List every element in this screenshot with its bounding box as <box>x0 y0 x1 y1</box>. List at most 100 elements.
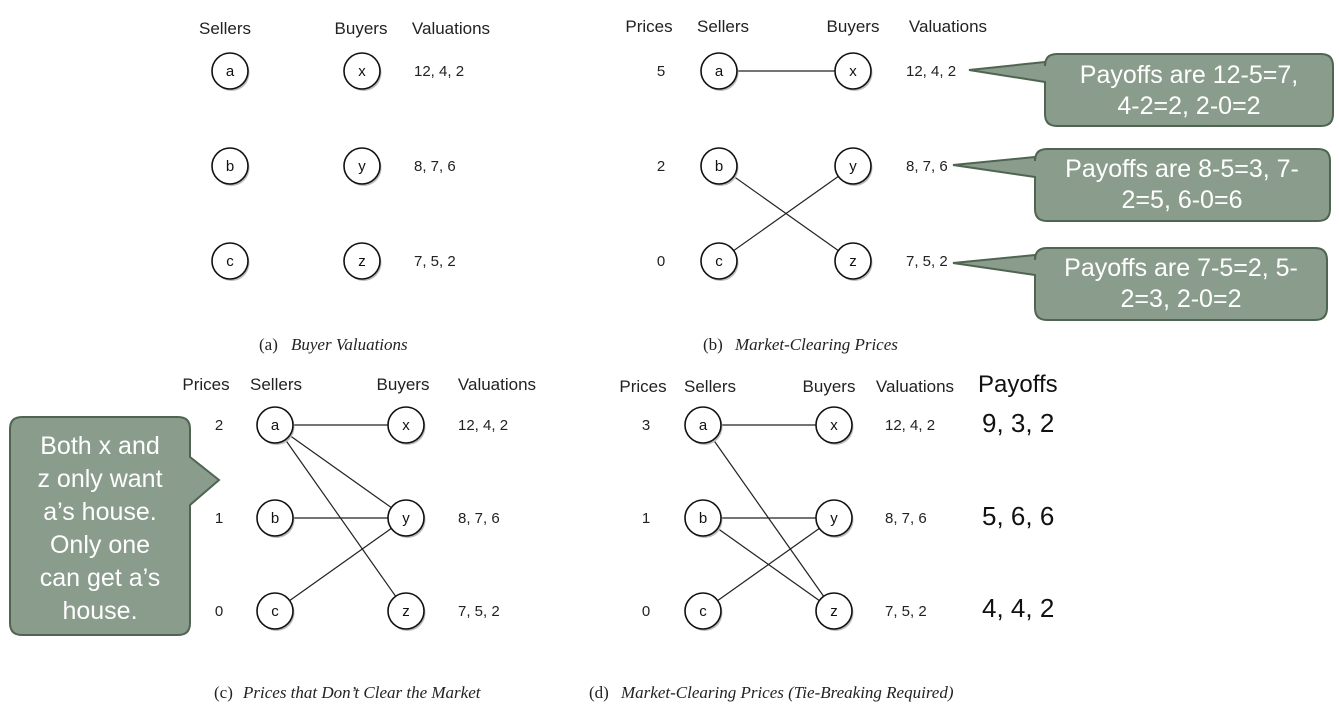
seller-label: c <box>715 253 723 270</box>
buyer-label: x <box>402 417 410 434</box>
callout-line: house. <box>62 597 137 625</box>
price-b: 1 <box>215 510 223 527</box>
valuation-x: 12, 4, 2 <box>414 63 464 80</box>
buyer-label: y <box>830 510 838 527</box>
buyers-header: Buyers <box>827 17 880 36</box>
callout-left: Both x and z only want a’s house. Only one c… <box>9 416 221 636</box>
buyer-node-y: y <box>387 499 426 538</box>
callout-z: Payoffs are 7-5=2, 5- 2=3, 2-0=2 <box>952 247 1328 321</box>
seller-node-b: b <box>211 147 250 186</box>
payoff-row-z: 4, 4, 2 <box>982 593 1054 623</box>
buyer-node-z: z <box>387 592 426 631</box>
buyer-label: z <box>402 603 410 620</box>
edge-a-y <box>274 424 407 519</box>
valuation-x: 12, 4, 2 <box>458 417 508 434</box>
buyer-label: y <box>402 510 410 527</box>
seller-node-a: a <box>211 52 250 91</box>
buyer-node-y: y <box>815 499 854 538</box>
valuation-z: 7, 5, 2 <box>885 603 927 620</box>
buyer-node-x: x <box>815 406 854 445</box>
panel-b: Prices Sellers Buyers Valuations 5 a x 12, 4, 2… <box>625 17 987 354</box>
seller-node-a: a <box>700 52 739 91</box>
valuation-x: 12, 4, 2 <box>885 417 935 434</box>
valuation-z: 7, 5, 2 <box>458 603 500 620</box>
buyer-node-z: z <box>343 242 382 281</box>
callout-line: 2=3, 2-0=2 <box>1121 285 1242 313</box>
buyer-label: z <box>849 253 857 270</box>
valuation-y: 8, 7, 6 <box>458 510 500 527</box>
valuation-y: 8, 7, 6 <box>414 158 456 175</box>
price-c: 0 <box>215 603 223 620</box>
caption-title: Market-Clearing Prices (Tie-Breaking Req… <box>620 683 954 702</box>
prices-header: Prices <box>182 375 229 394</box>
seller-node-b: b <box>256 499 295 538</box>
payoff-row-y: 5, 6, 6 <box>982 501 1054 531</box>
seller-node-b: b <box>684 499 723 538</box>
seller-node-c: c <box>211 242 250 281</box>
seller-node-c: c <box>684 592 723 631</box>
caption-title: Market-Clearing Prices <box>734 335 898 354</box>
seller-label: c <box>271 603 279 620</box>
price-a: 5 <box>657 63 665 80</box>
callout-line: z only want <box>37 465 162 493</box>
price-b: 2 <box>657 158 665 175</box>
price-b: 1 <box>642 510 650 527</box>
callout-line: Payoffs are 8-5=3, 7- <box>1065 155 1299 183</box>
seller-node-b: b <box>700 147 739 186</box>
sellers-header: Sellers <box>697 17 749 36</box>
buyer-node-x: x <box>343 52 382 91</box>
callout-line: 4-2=2, 2-0=2 <box>1117 92 1260 120</box>
valuation-y: 8, 7, 6 <box>906 158 948 175</box>
prices-header: Prices <box>619 377 666 396</box>
payoff-row-x: 9, 3, 2 <box>982 408 1054 438</box>
seller-label: b <box>226 158 234 175</box>
price-c: 0 <box>642 603 650 620</box>
price-c: 0 <box>657 253 665 270</box>
payoffs-column: Payoffs 9, 3, 2 5, 6, 6 4, 4, 2 <box>978 371 1058 623</box>
panel-a: Sellers Buyers Valuations a x 12, 4, 2 b y 8, 7,… <box>199 19 490 354</box>
callout-line: Only one <box>50 531 150 559</box>
caption-title: Buyer Valuations <box>291 335 408 354</box>
caption-label: (c) <box>214 683 233 702</box>
buyer-node-z: z <box>834 242 873 281</box>
seller-node-a: a <box>256 406 295 445</box>
sellers-header: Sellers <box>250 375 302 394</box>
buyer-label: z <box>830 603 838 620</box>
buyers-header: Buyers <box>335 19 388 38</box>
price-a: 3 <box>642 417 650 434</box>
edge-c-y <box>718 165 854 262</box>
buyer-label: x <box>830 417 838 434</box>
callout-x: Payoffs are 12-5=7, 4-2=2, 2-0=2 <box>968 53 1334 127</box>
seller-node-c: c <box>700 242 739 281</box>
seller-node-c: c <box>256 592 295 631</box>
callout-line: 2=5, 6-0=6 <box>1122 186 1243 214</box>
buyer-node-y: y <box>343 147 382 186</box>
valuations-header: Valuations <box>876 377 954 396</box>
callout-line: a’s house. <box>43 498 157 526</box>
buyer-label: x <box>849 63 857 80</box>
seller-label: c <box>699 603 707 620</box>
callout-line: Payoffs are 12-5=7, <box>1080 61 1298 89</box>
seller-label: a <box>271 417 280 434</box>
callout-line: can get a’s <box>40 564 160 592</box>
sellers-header: Sellers <box>684 377 736 396</box>
edge-c-y <box>274 517 407 612</box>
buyer-node-x: x <box>387 406 426 445</box>
buyers-header: Buyers <box>377 375 430 394</box>
callout-y: Payoffs are 8-5=3, 7- 2=5, 6-0=6 <box>952 148 1331 222</box>
seller-label: c <box>226 253 234 270</box>
caption-label: (a) <box>259 335 278 354</box>
prices-header: Prices <box>625 17 672 36</box>
valuation-z: 7, 5, 2 <box>414 253 456 270</box>
valuation-z: 7, 5, 2 <box>906 253 948 270</box>
valuations-header: Valuations <box>458 375 536 394</box>
seller-node-a: a <box>684 406 723 445</box>
seller-label: b <box>271 510 279 527</box>
buyer-node-z: z <box>815 592 854 631</box>
edge-c-y <box>702 517 835 612</box>
valuations-header: Valuations <box>909 17 987 36</box>
buyers-header: Buyers <box>803 377 856 396</box>
buyer-label: y <box>358 158 366 175</box>
sellers-header: Sellers <box>199 19 251 38</box>
